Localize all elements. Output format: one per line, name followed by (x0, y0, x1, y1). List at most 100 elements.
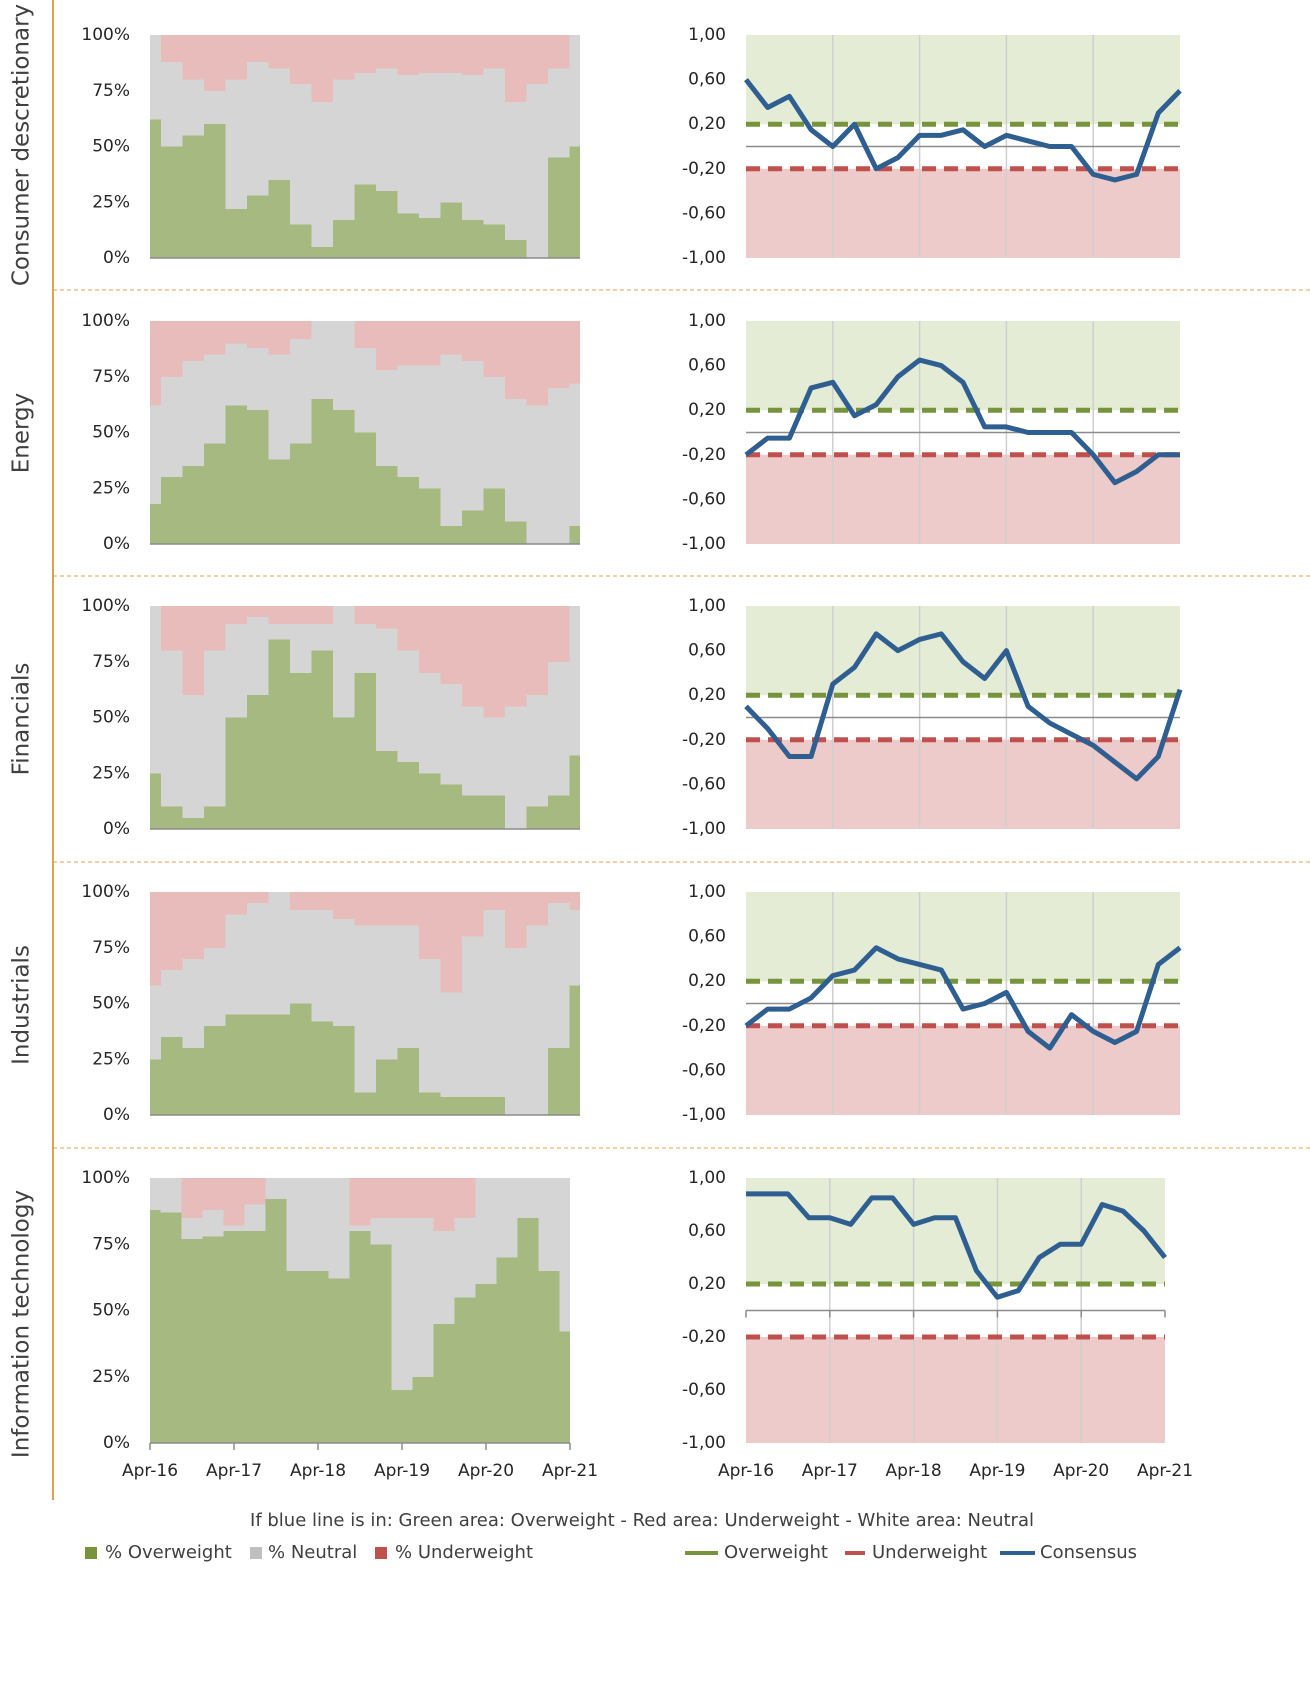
area-segment (559, 1178, 570, 1332)
legend-swatch (250, 1547, 262, 1559)
x-tick-label: Apr-17 (802, 1461, 858, 1481)
area-segment (440, 321, 462, 355)
area-segment (349, 1231, 371, 1443)
area-segment (349, 1178, 371, 1226)
area-segment (307, 1270, 329, 1443)
y-tick-label: -0,20 (682, 445, 726, 465)
area-segment (244, 1178, 266, 1205)
consensus-line (744, 945, 1182, 1051)
area-segment (246, 903, 269, 1015)
area-segment (182, 79, 204, 136)
y-tick-label: 50% (92, 423, 130, 443)
area-segment (475, 1284, 497, 1443)
area-segment (397, 477, 419, 544)
area-segment (289, 909, 312, 1004)
y-tick-label: 100% (81, 1168, 130, 1188)
area-segment (332, 918, 355, 1026)
area-segment (483, 35, 505, 69)
area-segment (223, 1178, 245, 1226)
area-segment (225, 606, 247, 624)
x-tick-label: Apr-20 (458, 1461, 514, 1481)
area-segment (440, 892, 462, 993)
area-segment (504, 947, 527, 1115)
area-segment (526, 892, 548, 926)
y-tick-label: 0,60 (688, 70, 726, 90)
area-segment (268, 68, 290, 180)
y-tick-label: 100% (81, 311, 130, 331)
area-segment (307, 1178, 329, 1271)
area-segment (440, 35, 462, 73)
area-segment (418, 321, 441, 366)
area-segment (225, 321, 247, 344)
area-segment (397, 762, 419, 829)
area-segment (311, 399, 333, 544)
y-tick-label: 25% (92, 192, 130, 212)
area-segment (440, 992, 462, 1098)
area-segment (375, 628, 398, 751)
area-segment (397, 213, 419, 258)
area-segment (160, 970, 183, 1037)
area-segment (268, 459, 290, 544)
y-tick-label: 0% (103, 534, 130, 554)
y-tick-label: 25% (92, 1049, 130, 1069)
area-segment (483, 321, 505, 377)
area-segment (181, 1238, 203, 1443)
area-segment (397, 1048, 419, 1115)
y-tick-label: -0,60 (682, 489, 726, 509)
area-segment (354, 321, 376, 348)
y-tick-label: 0% (103, 1433, 130, 1453)
area-segment (246, 347, 269, 411)
area-segment (375, 925, 398, 1060)
area-segment (311, 623, 333, 651)
y-tick-label: -0,60 (682, 1060, 726, 1080)
area-segment (246, 61, 269, 196)
area-segment (569, 35, 580, 147)
area-segment (526, 321, 548, 406)
area-segment (559, 1331, 570, 1443)
area-segment (461, 706, 484, 796)
area-segment (150, 1059, 161, 1115)
y-tick-label: 100% (81, 25, 130, 45)
area-segment (268, 606, 290, 624)
y-tick-label: -0,20 (682, 159, 726, 179)
area-segment (268, 639, 290, 829)
area-segment (354, 623, 376, 673)
area-segment (150, 321, 161, 406)
area-segment (397, 925, 419, 1049)
area-segment (517, 1178, 539, 1218)
area-segment (569, 526, 580, 544)
area-segment (160, 892, 183, 971)
y-tick-label: 0,60 (688, 927, 726, 947)
area-segment (311, 650, 333, 829)
area-segment (461, 35, 484, 76)
area-segment (160, 806, 183, 829)
area-segment (150, 119, 161, 259)
area-segment (160, 321, 183, 377)
area-segment (483, 224, 505, 258)
band (746, 892, 1180, 982)
area-segment (203, 443, 226, 544)
y-tick-label: -1,00 (682, 534, 726, 554)
y-tick-label: 1,00 (688, 25, 726, 45)
area-segment (354, 432, 376, 544)
area-segment (182, 321, 204, 362)
y-tick-label: 0,20 (688, 1274, 726, 1294)
area-segment (202, 1178, 224, 1210)
area-segment (440, 72, 462, 203)
area-segment (289, 84, 312, 225)
area-segment (454, 1297, 476, 1443)
area-segment (150, 985, 161, 1060)
area-segment (440, 784, 462, 829)
area-segment (223, 1231, 245, 1443)
y-tick-label: -1,00 (682, 1433, 726, 1453)
area-segment (311, 892, 333, 910)
area-segment (504, 399, 527, 522)
area-segment (311, 1021, 333, 1115)
legend-label: % Underweight (395, 1542, 533, 1563)
area-segment (483, 795, 505, 829)
area-segment (332, 1025, 355, 1115)
area-segment (433, 1323, 455, 1443)
area-segment (150, 35, 161, 120)
area-segment (461, 75, 484, 221)
area-segment (483, 606, 505, 718)
